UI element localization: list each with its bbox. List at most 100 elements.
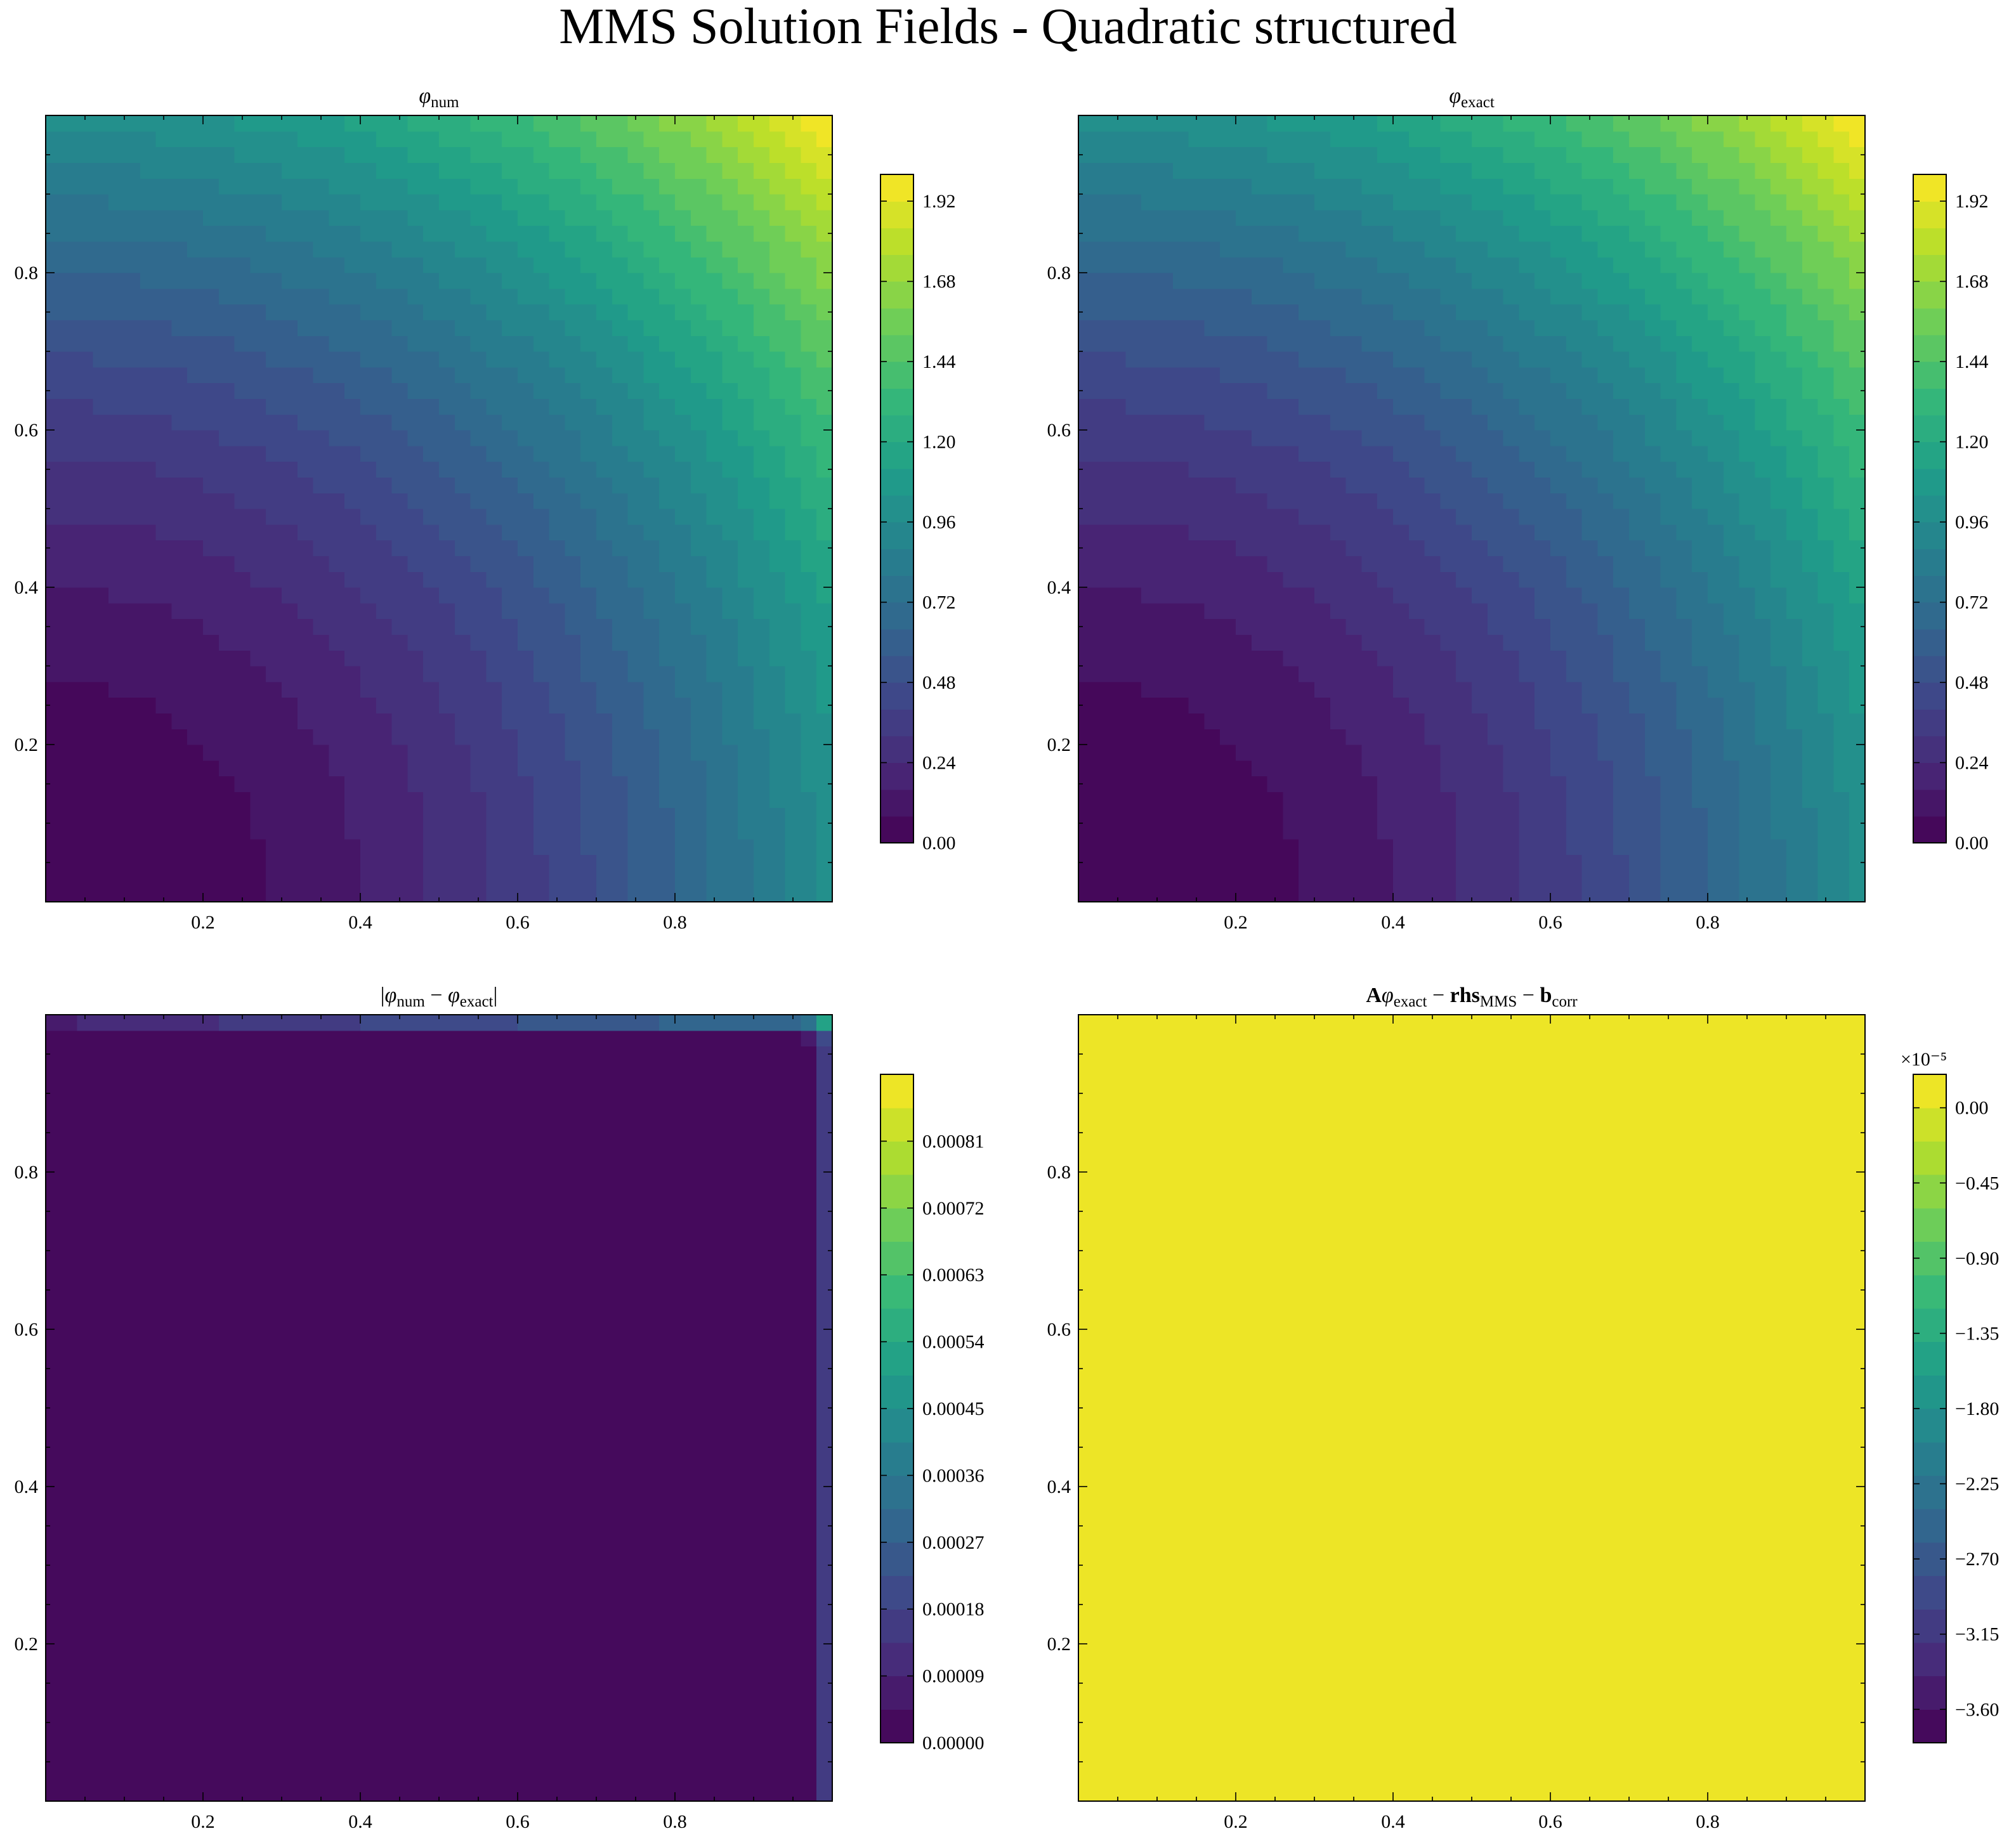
heatmap-cell — [1220, 634, 1236, 651]
heatmap-cell — [1849, 445, 1866, 462]
heatmap-cell — [1849, 681, 1866, 698]
heatmap-cell — [1802, 445, 1819, 462]
heatmap-cell — [1345, 745, 1362, 761]
heatmap-cell — [93, 524, 109, 541]
heatmap-cell — [738, 571, 754, 588]
heatmap-cell — [1220, 729, 1236, 745]
heatmap-cell — [282, 838, 298, 856]
heatmap-cell — [282, 320, 298, 336]
heatmap-cell — [454, 524, 471, 541]
heatmap-cell — [407, 430, 424, 446]
heatmap-cell — [93, 650, 109, 667]
heatmap-cell — [1519, 681, 1535, 698]
heatmap-cell — [1345, 335, 1362, 352]
heatmap-cell — [1472, 493, 1488, 509]
heatmap-cell — [502, 115, 518, 132]
heatmap-cell — [1739, 634, 1755, 651]
heatmap-cell — [470, 257, 487, 273]
heatmap-cell — [218, 162, 235, 179]
heatmap-cell — [1535, 178, 1551, 195]
heatmap-cell — [627, 194, 644, 211]
heatmap-cell — [46, 477, 62, 493]
heatmap-cell — [344, 729, 361, 745]
heatmap-cell — [187, 823, 204, 840]
heatmap-cell — [1755, 209, 1771, 226]
heatmap-cell — [1330, 225, 1347, 242]
heatmap-cell — [407, 509, 424, 525]
heatmap-cell — [801, 854, 817, 871]
heatmap-cell — [1236, 602, 1252, 620]
heatmap-cell — [93, 382, 109, 399]
heatmap-cell — [1345, 304, 1362, 320]
heatmap-cell — [738, 178, 754, 195]
heatmap-cell — [171, 681, 188, 698]
heatmap-cell — [1283, 320, 1299, 336]
heatmap-cell — [1094, 823, 1111, 840]
heatmap-cell — [77, 461, 93, 478]
heatmap-cell — [801, 776, 817, 792]
heatmap-cell — [486, 288, 502, 305]
heatmap-cell — [1267, 745, 1283, 761]
heatmap-cell — [234, 225, 251, 242]
heatmap-cell — [1833, 273, 1850, 289]
heatmap-cell — [46, 445, 62, 462]
heatmap-cell — [61, 618, 78, 635]
heatmap-cell — [329, 838, 345, 856]
heatmap-cell — [391, 382, 408, 399]
heatmap-cell — [391, 681, 408, 698]
heatmap-cell — [1377, 713, 1394, 729]
heatmap-cell — [1251, 854, 1268, 871]
heatmap-cell — [1708, 729, 1724, 745]
heatmap-cell — [1440, 414, 1456, 431]
heatmap-cell — [1157, 524, 1174, 541]
heatmap-cell — [1833, 162, 1850, 179]
heatmap-cell — [203, 445, 219, 462]
heatmap-cell — [1597, 430, 1614, 446]
heatmap-cell — [502, 288, 518, 305]
heatmap-cell — [1393, 461, 1410, 478]
heatmap-cell — [1472, 745, 1488, 761]
heatmap-cell — [1141, 241, 1158, 257]
heatmap-cell — [61, 115, 78, 132]
heatmap-cell — [1267, 618, 1283, 635]
heatmap-cell — [1236, 838, 1252, 856]
heatmap-cell — [140, 760, 157, 777]
heatmap-cell — [1345, 225, 1362, 242]
heatmap-cell — [46, 681, 62, 698]
heatmap-cell — [1786, 540, 1803, 556]
heatmap-cell — [1125, 257, 1142, 273]
heatmap-cell — [391, 351, 408, 368]
heatmap-cell — [1456, 760, 1472, 777]
heatmap-cell — [533, 225, 550, 242]
heatmap-cell — [1487, 681, 1504, 698]
heatmap-cell — [1251, 618, 1268, 635]
heatmap-cell — [140, 509, 157, 525]
heatmap-cell — [738, 162, 754, 179]
heatmap-cell — [675, 382, 691, 399]
heatmap-cell — [1550, 556, 1567, 572]
heatmap-cell — [282, 115, 298, 132]
heatmap-cell — [1581, 602, 1598, 620]
heatmap-cell — [454, 587, 471, 604]
heatmap-cell — [1377, 886, 1394, 902]
heatmap-cell — [155, 571, 172, 588]
heatmap-cell — [502, 351, 518, 368]
heatmap-cell — [1204, 681, 1221, 698]
heatmap-cell — [218, 445, 235, 462]
heatmap-cell — [1094, 241, 1111, 257]
heatmap-cell — [1377, 241, 1394, 257]
heatmap-cell — [706, 697, 723, 713]
heatmap-cell — [124, 540, 141, 556]
heatmap-cell — [1849, 556, 1866, 572]
heatmap-cell — [1408, 618, 1425, 635]
heatmap-cell — [61, 257, 78, 273]
heatmap-cell — [738, 854, 754, 871]
heatmap-cell — [1771, 398, 1787, 415]
heatmap-cell — [580, 823, 597, 840]
heatmap-cell — [1408, 509, 1425, 525]
heatmap-cell — [1125, 273, 1142, 289]
heatmap-cell — [282, 241, 298, 257]
heatmap-cell — [1519, 430, 1535, 446]
heatmap-cell — [1723, 288, 1740, 305]
heatmap-cell — [690, 320, 707, 336]
